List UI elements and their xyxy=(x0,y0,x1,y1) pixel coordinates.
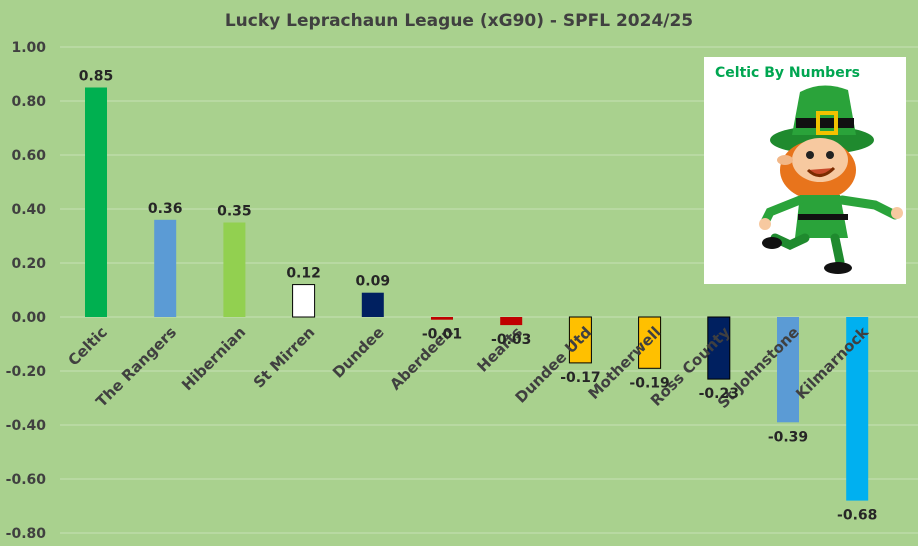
bar xyxy=(292,284,316,318)
y-tick-label: -0.60 xyxy=(6,472,47,488)
data-label: -0.68 xyxy=(837,508,877,524)
bar xyxy=(568,316,592,364)
y-tick-label: 1.00 xyxy=(11,40,46,56)
bar xyxy=(154,219,177,317)
y-axis-ticks: 1.00 0.80 0.60 0.40 0.20 0.00 -0.20 -0.40 -0.60 -… xyxy=(6,40,47,542)
x-tick-label: St Mirren xyxy=(250,323,319,392)
y-tick-label: 0.40 xyxy=(11,202,46,218)
data-label: 0.09 xyxy=(356,274,391,290)
watermark-logo: Celtic By Numbers xyxy=(704,57,906,284)
y-tick-label: -0.40 xyxy=(6,418,47,434)
bar xyxy=(638,316,662,369)
data-label: -0.17 xyxy=(560,370,600,386)
data-label: 0.35 xyxy=(217,204,252,220)
bar xyxy=(500,317,523,326)
bars xyxy=(85,87,869,501)
bar xyxy=(85,87,107,317)
y-tick-label: 0.60 xyxy=(11,148,46,164)
bar xyxy=(777,317,799,423)
data-label: 0.85 xyxy=(79,69,114,85)
y-tick-label: 0.80 xyxy=(11,94,46,110)
bar xyxy=(361,292,384,317)
data-label: -0.03 xyxy=(491,332,531,348)
x-tick-label: Dundee xyxy=(329,323,388,382)
data-label: -0.39 xyxy=(768,429,808,445)
data-label: 0.36 xyxy=(148,201,183,217)
y-tick-label: 0.00 xyxy=(11,310,46,326)
chart-title: Lucky Leprachaun League (xG90) - SPFL 20… xyxy=(225,11,693,31)
x-tick-label: Hibernian xyxy=(178,323,249,394)
x-tick-label: Celtic xyxy=(64,323,110,369)
data-label: -0.01 xyxy=(422,327,462,343)
bar xyxy=(846,317,869,501)
bar xyxy=(223,222,246,317)
bar xyxy=(431,317,453,320)
data-label: 0.12 xyxy=(286,266,321,282)
data-labels: 0.85 0.36 0.35 0.12 0.09 -0.01 -0.03 -0.17 -0.19… xyxy=(79,69,878,524)
y-tick-label: -0.20 xyxy=(6,364,47,380)
leprechaun-icon xyxy=(759,85,903,274)
logo-text: Celtic By Numbers xyxy=(715,65,860,81)
gridlines xyxy=(60,46,918,534)
data-label: -0.23 xyxy=(699,386,739,402)
y-tick-label: -0.80 xyxy=(6,526,47,542)
data-label: -0.19 xyxy=(629,375,669,391)
y-tick-label: 0.20 xyxy=(11,256,46,272)
x-tick-label: Hearts xyxy=(473,323,526,376)
bar xyxy=(707,316,731,380)
